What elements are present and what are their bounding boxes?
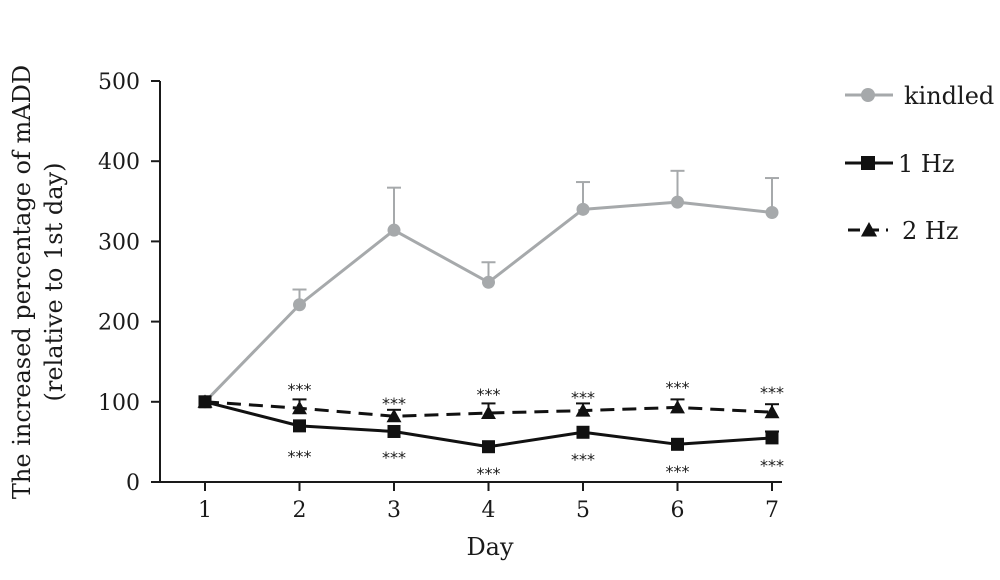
significance-marker: *** [382,394,406,413]
series-2-hz [197,394,780,423]
y-axis-label-line-2: (relative to 1st day) [40,163,68,402]
y-tick-label: 500 [98,70,140,95]
legend-label: kindled [904,82,994,110]
data-point [293,298,306,312]
x-tick-label: 7 [765,498,779,523]
series-1-hz [198,395,779,454]
significance-marker: *** [666,378,690,397]
data-point [387,223,401,237]
data-point [671,195,684,209]
y-tick-label: 300 [98,230,140,255]
y-tick-label: 0 [126,471,140,496]
data-point [575,403,591,417]
x-ticks: 1 2 3 4 5 6 7 [198,482,779,523]
series-line [203,200,773,403]
legend-marker [860,221,878,237]
legend-label: 2 Hz [902,217,958,245]
y-axis-label: The increased percentage of mADD (relati… [8,65,68,499]
data-point [482,275,495,289]
x-tick-label: 6 [671,498,685,523]
significance-marker: *** [382,448,406,467]
x-axis-label: Day [466,533,514,561]
data-point [765,206,779,220]
x-tick-label: 3 [387,498,401,523]
data-point [671,437,684,451]
significance-marker: *** [288,380,312,399]
y-tick-label: 100 [98,391,140,416]
data-point [576,202,590,216]
axes: 0 100 200 300 400 500 1 2 3 4 5 6 7 [98,70,782,523]
data-point [292,400,307,415]
y-tick-label: 200 [98,311,140,336]
series-layer [197,169,780,454]
legend-label: 1 Hz [898,150,954,178]
significance-marker: *** [571,450,595,469]
data-point [387,424,401,438]
y-axis-label-line-1: The increased percentage of mADD [8,65,36,499]
legend-item-kindled: kindled [845,82,994,110]
data-point [293,419,306,433]
significance-marker: *** [760,456,784,475]
significance-marker: *** [666,462,690,481]
legend-item-1-hz: 1 Hz [845,150,954,178]
y-ticks: 0 100 200 300 400 500 [98,70,160,496]
significance-marker: *** [477,385,501,404]
x-tick-label: 2 [293,498,307,523]
y-tick-label: 400 [98,150,140,175]
legend-item-2-hz: 2 Hz [848,217,958,245]
legend-marker [861,88,875,102]
legend-marker [861,156,875,170]
data-point [482,440,495,454]
series-kindled [198,169,779,409]
data-point [481,405,496,420]
data-point [386,408,402,423]
significance-marker: *** [288,447,312,466]
data-point [764,404,780,419]
data-point [670,399,685,414]
x-tick-label: 1 [198,498,212,523]
data-point [576,425,590,439]
data-point [198,395,212,409]
significance-annotations: *** *** *** *** *** *** *** *** *** *** *** *** [288,378,785,483]
legend: kindled 1 Hz 2 Hz [845,82,994,245]
x-tick-label: 5 [576,498,590,523]
significance-marker: *** [477,464,501,483]
significance-marker: *** [760,383,784,402]
data-point [765,431,779,445]
significance-marker: *** [571,388,595,407]
x-tick-label: 4 [482,498,496,523]
